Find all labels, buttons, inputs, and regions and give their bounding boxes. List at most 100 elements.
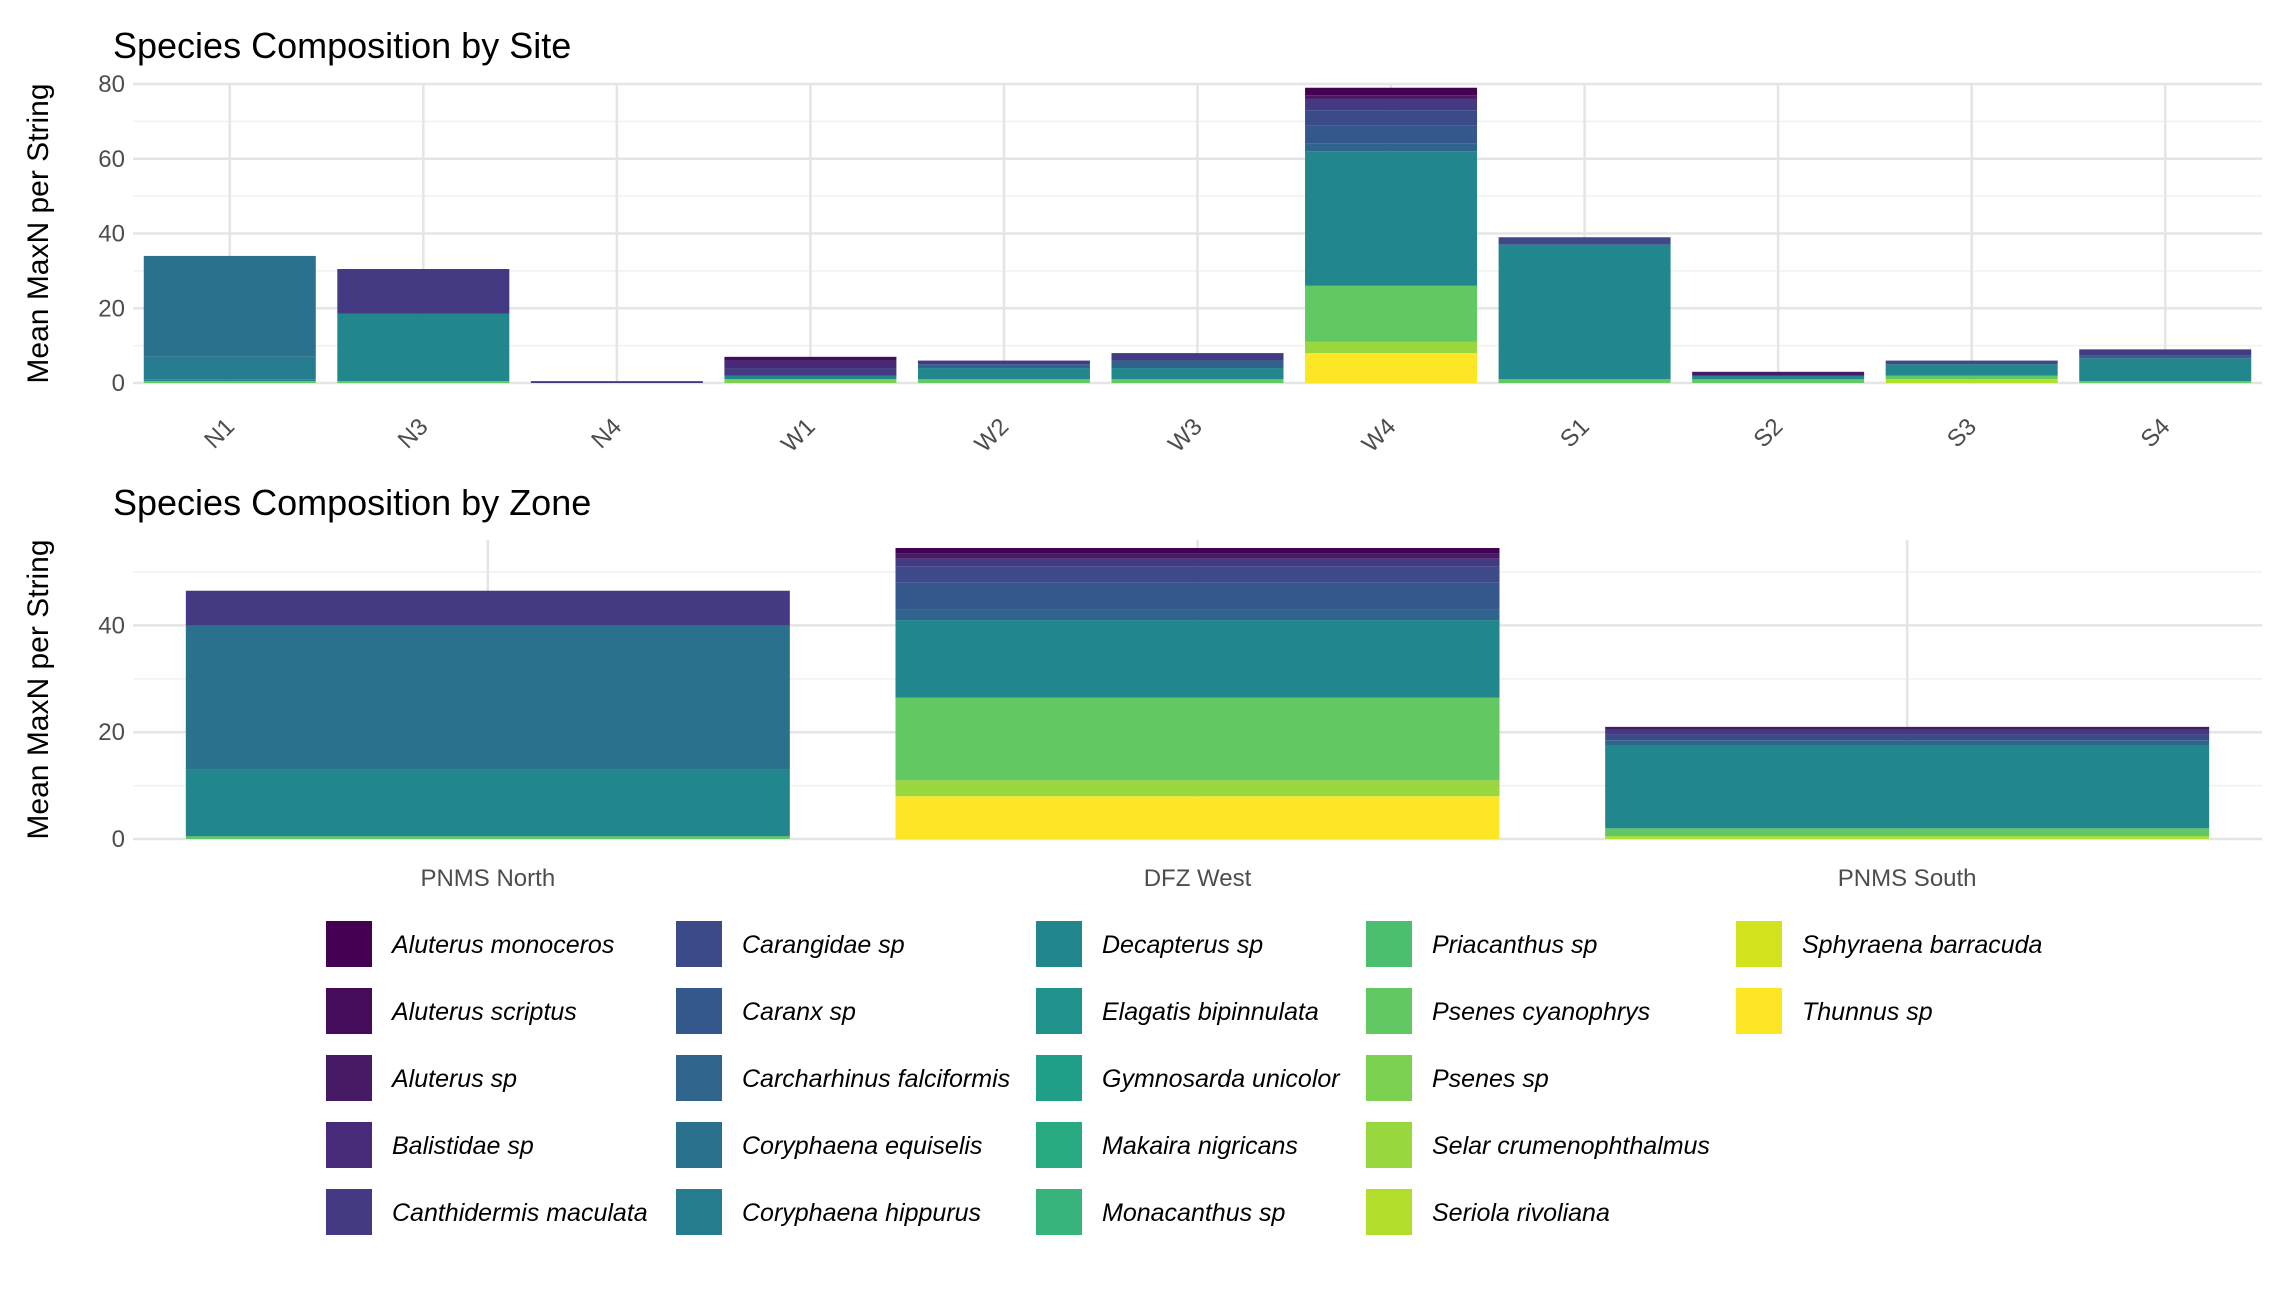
bar-segment-s1-psenes-cyanophrys [1498,379,1671,383]
x-tick-label: W2 [970,413,1015,458]
y-tick-label: 0 [112,826,125,853]
bar-segment-w1-balistidae-sp [724,360,897,369]
bar-segment-dfz-west-selar-crumenophthalmus [895,780,1500,797]
bar-segment-n1-coryphaena-equiselis [143,255,316,357]
legend-swatch-monacanthus-sp [1036,1189,1082,1235]
bar-segment-dfz-west-aluterus-monoceros [895,548,1500,554]
bar-segment-pnms-south-seriola-rivoliana [1605,836,2210,839]
x-tick-label: S2 [1749,413,1789,453]
x-tick-label: PNMS North [420,865,555,892]
y-tick-label: 60 [98,146,125,173]
legend-swatch-aluterus-monoceros [326,921,372,967]
bar-segment-w4-canthidermis-maculata [1305,98,1478,111]
y-axis-title: Mean MaxN per String [22,539,55,839]
legend-label: Carangidae sp [742,931,905,959]
bar-segment-dfz-west-thunnus-sp [895,796,1500,839]
chart-panel-2: 0 20 40 PNMS North DFZ West PNMS South Species… [22,482,2262,892]
y-axis-title: Mean MaxN per String [22,83,55,383]
legend-swatch-sphyraena-barracuda [1736,921,1782,967]
bar-segment-w1-psenes-sp [724,379,897,383]
bar-segment-s1-carangidae-sp [1498,237,1671,245]
x-tick-label: S3 [1942,413,1982,453]
bar-segment-s2-aluterus-sp [1692,371,1865,376]
x-tick-label: N3 [393,413,434,454]
bar-segment-w4-carcharhinus-falciformis [1305,143,1478,152]
legend-swatch-makaira-nigricans [1036,1122,1082,1168]
legend-swatch-selar-crumenophthalmus [1366,1122,1412,1168]
bar-segment-pnms-north-canthidermis-maculata [185,590,790,626]
bar-segment-s2-decapterus-sp [1692,375,1865,380]
legend-swatch-canthidermis-maculata [326,1189,372,1235]
legend-swatch-priacanthus-sp [1366,921,1412,967]
bar-segment-n3-psenes-cyanophrys [337,381,510,383]
legend-label: Decapterus sp [1102,931,1263,959]
legend-label: Caranx sp [742,998,856,1026]
bar-segment-w1-canthidermis-maculata [724,368,897,376]
legend-swatch-coryphaena-hippurus [676,1189,722,1235]
x-tick-label: S1 [1555,413,1595,453]
legend: Aluterus monoceros Aluterus scriptus Alute… [326,921,2043,1235]
bar-segment-s4-carcharhinus-falciformis [2079,354,2252,359]
legend-swatch-psenes-sp [1366,1055,1412,1101]
legend-label: Balistidae sp [392,1132,534,1160]
bar-segment-pnms-south-decapterus-sp [1605,745,2210,829]
legend-label: Aluterus sp [390,1065,517,1093]
bar-segment-dfz-west-carcharhinus-falciformis [895,609,1500,621]
legend-label: Elagatis bipinnulata [1102,998,1319,1026]
bar-segment-s1-decapterus-sp [1498,244,1671,380]
legend-label: Psenes cyanophrys [1432,998,1650,1026]
bar-segment-pnms-north-decapterus-sp [185,769,790,837]
bar-segment-dfz-west-decapterus-sp [895,620,1500,698]
legend-swatch-caranx-sp [676,988,722,1034]
legend-label: Thunnus sp [1802,998,1933,1026]
bar-segment-pnms-north-psenes-cyanophrys [185,836,790,839]
bar-segment-s3-seriola-rivoliana [1885,379,2058,383]
bar-segment-n1-decapterus-sp [143,379,316,382]
bar-segment-dfz-west-canthidermis-maculata [895,558,1500,567]
legend-label: Coryphaena equiselis [742,1132,982,1160]
bar-segment-n1-psenes-cyanophrys [143,381,316,383]
legend-label: Monacanthus sp [1102,1199,1286,1227]
bar-segment-s4-psenes-cyanophrys [2079,381,2252,383]
legend-label: Aluterus monoceros [390,931,614,959]
bar-segment-s3-psenes-cyanophrys [1885,375,2058,380]
bar-segment-w2-canthidermis-maculata [917,360,1090,365]
x-tick-label: S4 [2136,413,2176,453]
legend-label: Makaira nigricans [1102,1132,1298,1160]
bar-segment-w4-decapterus-sp [1305,151,1478,286]
legend-label: Seriola rivoliana [1432,1199,1610,1227]
legend-swatch-balistidae-sp [326,1122,372,1168]
bar-segment-w1-decapterus-sp [724,375,897,380]
y-tick-label: 20 [98,295,125,322]
y-tick-label: 20 [98,719,125,746]
bar-segment-s3-decapterus-sp [1885,364,2058,376]
bar-segment-n1-coryphaena-hippurus [143,356,316,380]
bar-segment-s2-psenes-cyanophrys [1692,379,1865,383]
bar-segment-w3-carcharhinus-falciformis [1111,360,1284,369]
x-tick-label: N4 [586,413,627,454]
legend-swatch-aluterus-scriptus [326,988,372,1034]
bar-segment-dfz-west-aluterus-sp [895,553,1500,559]
x-tick-label: DFZ West [1144,865,1252,892]
y-tick-label: 80 [98,71,125,98]
legend-label: Carcharhinus falciformis [742,1065,1010,1093]
bar-segment-dfz-west-carangidae-sp [895,566,1500,583]
x-tick-label: PNMS South [1838,865,1977,892]
y-tick-label: 0 [112,370,125,397]
bar-segment-pnms-south-carcharhinus-falciformis [1605,740,2210,746]
bar-segment-w4-carangidae-sp [1305,110,1478,126]
chart-title: Species Composition by Site [113,25,571,66]
bar-segment-w2-carcharhinus-falciformis [917,364,1090,369]
legend-label: Aluterus scriptus [390,998,577,1026]
legend-swatch-aluterus-sp [326,1055,372,1101]
bar-segment-w4-psenes-cyanophrys [1305,285,1478,342]
bar-segment-n3-decapterus-sp [337,313,510,382]
bar-segment-w3-decapterus-sp [1111,368,1284,380]
bar-segment-w4-aluterus-monoceros [1305,87,1478,96]
bar-segment-w4-aluterus-sp [1305,95,1478,99]
bar-segment-pnms-south-psenes-cyanophrys [1605,828,2210,837]
chart-panel-1: 0 20 40 60 80 N1 N3 N4 W1 W2 W3 W4 S1 S2 S3 S4 Species C… [22,25,2262,458]
bar-segment-s4-canthidermis-maculata [2079,349,2252,355]
